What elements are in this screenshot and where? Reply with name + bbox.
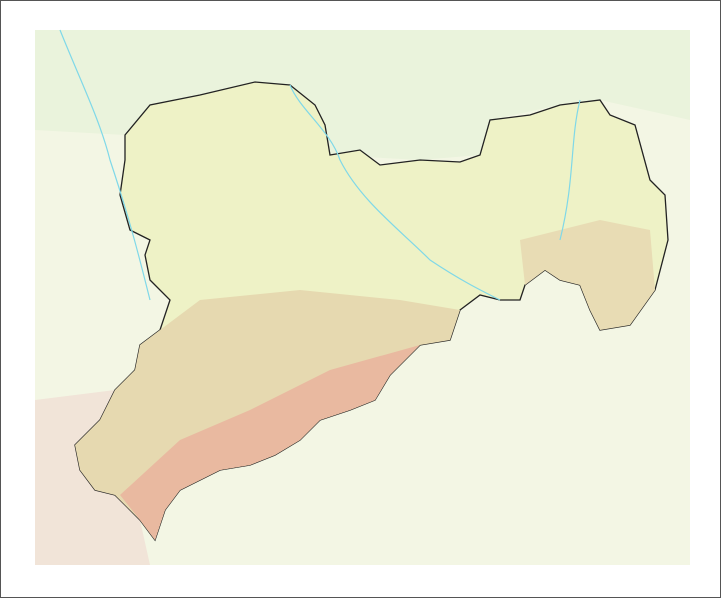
river	[559, 99, 581, 241]
southwest-area	[35, 390, 150, 565]
north-area	[35, 30, 690, 160]
mountains	[120, 345, 420, 540]
river	[59, 29, 151, 301]
east-highland	[520, 220, 655, 330]
basemap	[35, 29, 690, 565]
river	[289, 84, 501, 301]
